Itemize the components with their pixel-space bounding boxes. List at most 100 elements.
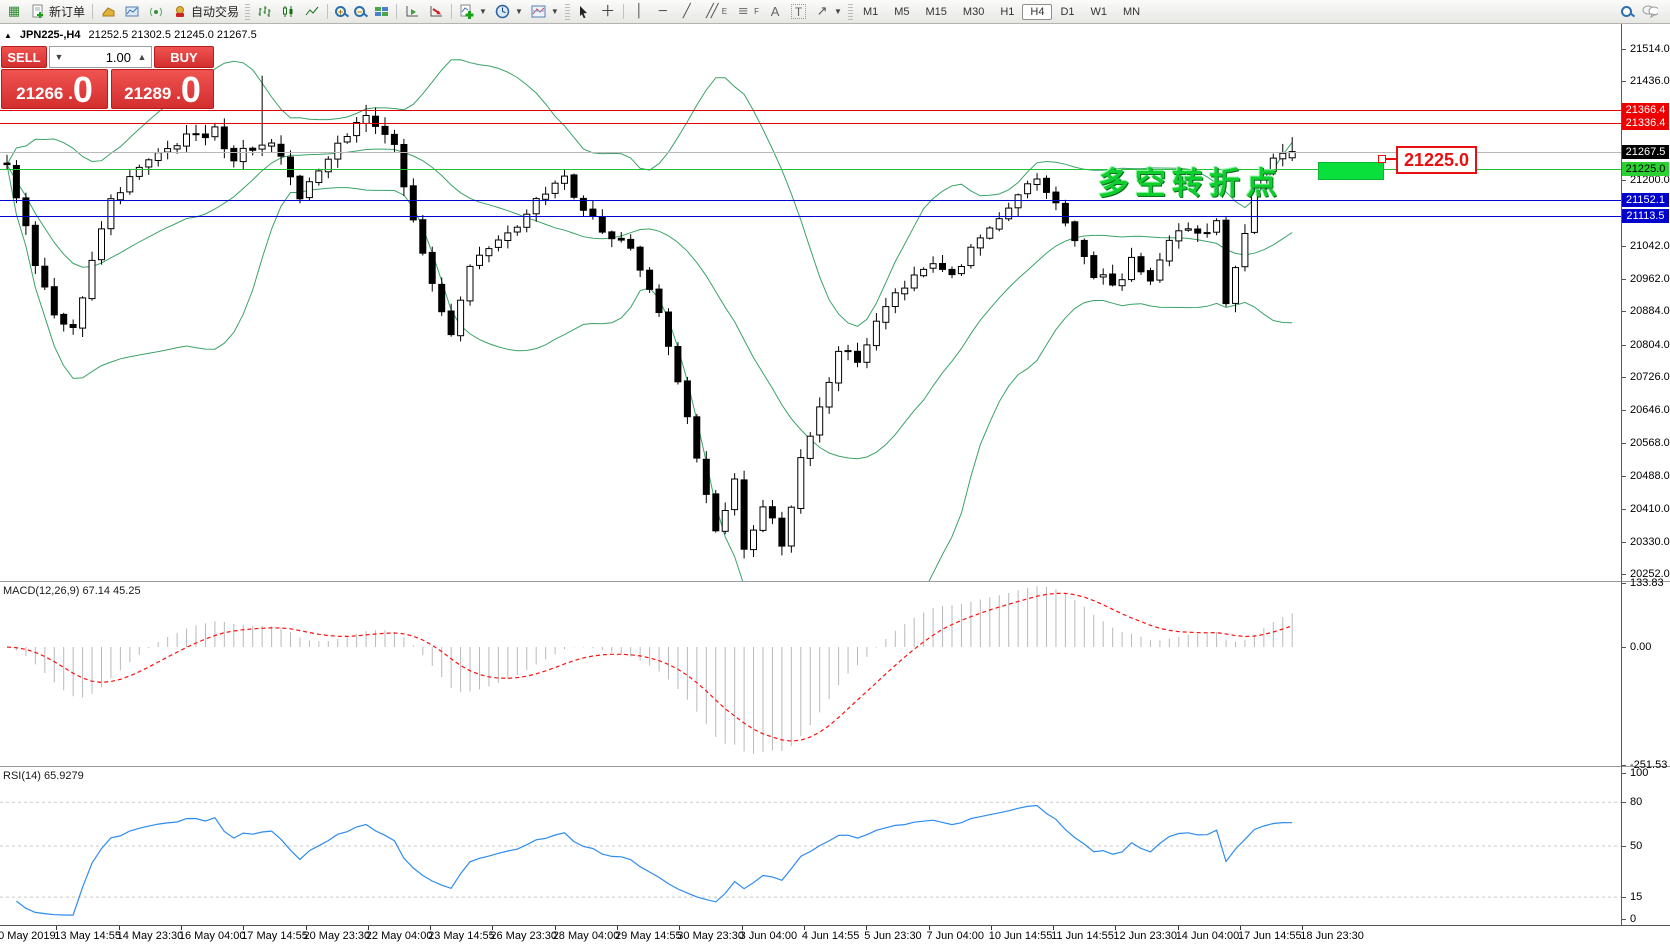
fibonacci-tool-button[interactable]: ≡ F xyxy=(731,2,763,22)
search-icon[interactable] xyxy=(1621,6,1632,17)
volume-decrease-button[interactable]: ▼ xyxy=(54,52,64,62)
line-chart-button[interactable] xyxy=(300,2,324,22)
profiles-button[interactable] xyxy=(96,2,120,22)
time-axis-label: 10 Jun 14:55 xyxy=(988,930,1053,942)
candle-bullish xyxy=(542,193,550,200)
pivot-price-tag[interactable]: 21225.0 xyxy=(1396,146,1478,174)
crosshair-icon: ＋ xyxy=(600,2,616,20)
cursor-tool-button[interactable] xyxy=(572,2,596,22)
zoom-out-button[interactable]: − xyxy=(350,2,369,22)
rsi-scale-label: 15 xyxy=(1630,891,1643,903)
volume-increase-button[interactable]: ▲ xyxy=(137,52,147,62)
candle-bullish xyxy=(1175,230,1183,242)
candle-bearish xyxy=(579,197,587,211)
dropdown-arrow-icon: ▼ xyxy=(550,7,559,16)
candle-bearish xyxy=(60,313,68,325)
candle-bullish xyxy=(334,142,342,160)
level-line-21225[interactable] xyxy=(0,169,1621,170)
timeframe-m1[interactable]: M1 xyxy=(862,5,879,18)
buy-button[interactable]: BUY xyxy=(154,46,214,68)
candlestick-chart-icon xyxy=(280,4,296,20)
level-line-21113.5[interactable] xyxy=(0,216,1621,217)
toolbar-grip xyxy=(847,3,853,20)
rsi-scale-label: 0 xyxy=(1630,913,1637,925)
timeframe-m5[interactable]: M5 xyxy=(894,5,910,18)
crosshair-tool-button[interactable]: ＋ xyxy=(596,2,620,22)
timeframe-h4[interactable]: H4 xyxy=(1022,3,1053,20)
indicators-button[interactable]: ▼ xyxy=(455,2,491,22)
timeframe-m15[interactable]: M15 xyxy=(925,5,947,18)
candle-bullish xyxy=(1279,152,1287,160)
time-axis-label: 22 May 04:00 xyxy=(365,930,433,942)
candle-bearish xyxy=(1043,177,1050,193)
chart-shift-button[interactable] xyxy=(400,2,424,22)
zoom-in-button[interactable]: + xyxy=(331,2,350,22)
autotrading-button[interactable]: 自动交易 xyxy=(168,2,243,22)
candle-bullish xyxy=(239,147,247,163)
price-tick-label: 20726.0 xyxy=(1630,371,1670,383)
candle-bearish xyxy=(230,147,238,162)
bar-chart-button[interactable] xyxy=(252,2,276,22)
arrows-tool-button[interactable]: ↗ ▼ xyxy=(810,2,846,22)
buy-price-box[interactable]: 21289 . 0 xyxy=(111,69,214,109)
candle-bullish xyxy=(1184,228,1192,231)
new-order-button[interactable]: 新订单 xyxy=(26,2,89,22)
timeframe-w1[interactable]: W1 xyxy=(1090,5,1108,18)
collapse-panel-arrow[interactable]: ▲ xyxy=(4,30,12,40)
buy-price-main: 21289 . xyxy=(124,84,181,103)
text-tool-button[interactable]: A xyxy=(763,2,787,22)
timeframe-d1[interactable]: D1 xyxy=(1060,5,1075,18)
tile-windows-button[interactable] xyxy=(369,2,393,22)
candle-bullish xyxy=(1156,259,1164,281)
label-tool-button[interactable]: T xyxy=(787,2,810,22)
pane-separator[interactable] xyxy=(0,766,1670,767)
signals-button[interactable] xyxy=(144,2,168,22)
time-tick xyxy=(492,926,494,930)
main-price-chart[interactable] xyxy=(0,23,1621,581)
rsi-scale-tick xyxy=(1622,897,1626,898)
periods-button[interactable]: ▼ xyxy=(491,2,527,22)
candle-bullish xyxy=(1232,267,1239,304)
volume-value[interactable]: 1.00 xyxy=(105,49,131,65)
new-chart-button[interactable]: ▦ xyxy=(2,2,26,22)
vertical-line-tool-button[interactable]: │ xyxy=(627,2,651,22)
templates-button[interactable]: ▼ xyxy=(527,2,563,22)
price-tick-label: 20488.0 xyxy=(1630,470,1670,482)
level-line-21267.5[interactable] xyxy=(0,152,1621,153)
profiles-icon xyxy=(100,4,116,20)
level-line-21152.1[interactable] xyxy=(0,200,1621,201)
level-line-21336.4[interactable] xyxy=(0,123,1621,124)
candle-bullish xyxy=(154,152,162,161)
toolbar-grip xyxy=(564,3,570,20)
candle-bullish xyxy=(135,166,143,177)
price-tick-label: 21436.0 xyxy=(1630,75,1670,87)
trendline-tool-button[interactable]: ╱ xyxy=(675,2,699,22)
new-chart-icon: ▦ xyxy=(7,3,21,19)
chart-annotation-text[interactable]: 多空转折点 xyxy=(1098,166,1283,201)
chat-icon[interactable] xyxy=(1642,4,1658,20)
horizontal-line-tool-button[interactable]: ─ xyxy=(651,2,675,22)
pivot-zone-rectangle[interactable] xyxy=(1318,162,1384,180)
candle-bullish xyxy=(173,145,181,150)
macd-indicator-pane[interactable] xyxy=(0,582,1621,766)
level-line-21366.4[interactable] xyxy=(0,110,1621,111)
pane-separator[interactable] xyxy=(0,581,1670,582)
market-watch-button[interactable] xyxy=(120,2,144,22)
candle-bullish xyxy=(1118,279,1126,287)
channel-tool-button[interactable]: ╱╱ E xyxy=(699,2,731,22)
candle-bullish xyxy=(145,159,153,168)
price-tick xyxy=(1622,410,1626,411)
candle-bullish xyxy=(910,274,918,289)
sell-button[interactable]: SELL xyxy=(1,46,47,68)
price-tag-handle[interactable] xyxy=(1378,155,1386,163)
auto-scroll-button[interactable] xyxy=(424,2,448,22)
time-axis-label: 30 May 23:30 xyxy=(677,930,744,942)
rsi-indicator-pane[interactable] xyxy=(0,767,1621,925)
timeframe-h1[interactable]: H1 xyxy=(1000,5,1015,18)
timeframe-m30[interactable]: M30 xyxy=(962,5,985,18)
candle-bullish xyxy=(513,226,521,233)
trendline-icon: ╱ xyxy=(682,3,691,19)
candlestick-chart-button[interactable] xyxy=(276,2,300,22)
sell-price-box[interactable]: 21266 . 0 xyxy=(1,69,108,109)
timeframe-mn[interactable]: MN xyxy=(1123,5,1141,18)
